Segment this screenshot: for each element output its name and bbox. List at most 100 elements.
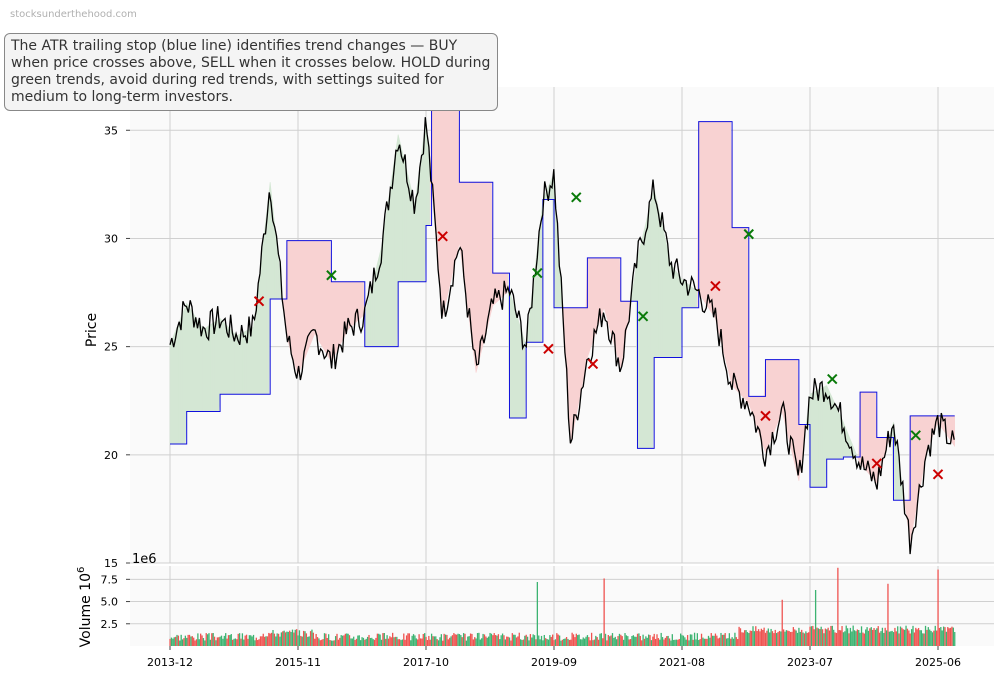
volume-bar xyxy=(835,632,838,646)
volume-bar xyxy=(788,631,790,646)
volume-bar xyxy=(671,634,673,646)
volume-bar xyxy=(250,635,252,646)
volume-bar xyxy=(501,633,504,646)
volume-bar xyxy=(692,639,694,646)
sell-signal-marker-stroke-b xyxy=(932,469,944,480)
volume-bar xyxy=(405,635,408,646)
volume-bar xyxy=(938,627,941,646)
volume-bar xyxy=(417,639,419,646)
volume-bar xyxy=(350,638,352,646)
sell-signal-marker xyxy=(543,343,554,355)
volume-bar xyxy=(604,633,607,646)
volume-bar xyxy=(339,637,341,646)
volume-bar xyxy=(841,626,843,646)
buy-signal-marker xyxy=(532,267,543,279)
volume-bar xyxy=(684,637,686,646)
volume-bar xyxy=(913,632,916,646)
volume-bar xyxy=(229,635,231,646)
volume-bar xyxy=(234,638,237,646)
volume-bar xyxy=(357,635,359,646)
volume-bar xyxy=(614,636,616,646)
volume-bar xyxy=(833,629,835,646)
volume-bar xyxy=(741,632,743,646)
volume-bar xyxy=(557,634,559,646)
volume-bar xyxy=(258,639,260,646)
volume-bar xyxy=(876,628,878,646)
volume-bar xyxy=(942,626,945,646)
volume-bar xyxy=(926,629,928,646)
volume-bar xyxy=(845,625,847,646)
volume-bar xyxy=(799,631,801,646)
volume-bar xyxy=(568,639,571,646)
volume-bar xyxy=(407,633,409,646)
volume-bar xyxy=(771,631,774,646)
sell-signal-marker xyxy=(253,295,265,307)
volume-bar xyxy=(507,636,509,646)
volume-bar xyxy=(315,633,317,646)
volume-bar xyxy=(205,633,207,646)
volume-bar xyxy=(397,639,399,646)
volume-bar xyxy=(588,637,590,646)
volume-bar xyxy=(714,633,717,646)
volume-bar xyxy=(365,638,367,646)
volume-bar xyxy=(607,635,609,646)
volume-bar xyxy=(721,634,724,646)
volume-bar xyxy=(255,637,257,646)
volume-bar xyxy=(525,634,527,646)
volume-bar xyxy=(824,628,827,646)
x-tick-label: 2017-10 xyxy=(403,656,449,669)
volume-bar xyxy=(820,626,822,646)
volume-bar xyxy=(929,629,931,646)
volume-bar xyxy=(571,632,573,646)
sell-signal-marker xyxy=(710,280,721,292)
volume-bar xyxy=(828,630,831,646)
volume-bar xyxy=(717,638,719,646)
volume-bar xyxy=(546,639,548,646)
volume-bar xyxy=(238,633,241,646)
volume-bar xyxy=(415,638,417,646)
volume-bar xyxy=(646,637,648,646)
volume-bar xyxy=(398,639,401,646)
volume-bar xyxy=(328,634,330,646)
volume-bar xyxy=(910,629,913,646)
volume-bar xyxy=(899,626,902,646)
volume-bar xyxy=(693,632,696,646)
volume-bar xyxy=(307,636,309,646)
volume-bar xyxy=(663,639,665,646)
volume-bar xyxy=(716,635,718,646)
volume-bar xyxy=(642,634,644,646)
price-line xyxy=(169,117,955,555)
volume-bar xyxy=(270,632,273,646)
sell-signal-marker xyxy=(587,358,599,370)
volume-bar xyxy=(467,636,469,646)
volume-bar xyxy=(564,638,566,646)
volume-bar xyxy=(764,632,767,646)
volume-bar xyxy=(298,630,301,646)
volume-bar xyxy=(880,631,882,646)
volume-bar xyxy=(520,639,522,646)
volume-bar xyxy=(931,632,934,646)
volume-bar xyxy=(796,632,799,646)
volume-bar xyxy=(396,636,398,646)
volume-bar xyxy=(403,633,405,646)
volume-bar xyxy=(332,640,334,646)
volume-bar xyxy=(311,629,313,646)
volume-bar xyxy=(449,637,451,646)
volume-bar xyxy=(698,640,700,646)
volume-bar xyxy=(453,633,455,646)
volume-bar xyxy=(426,640,429,646)
axes: 15 20 25 30 35 2.5 5.0 7.5 2013-12 2015-11 2017-10… xyxy=(101,124,961,669)
volume-bar xyxy=(380,639,383,646)
volume-bar xyxy=(873,628,875,646)
volume-bar xyxy=(268,632,270,646)
volume-bar xyxy=(700,633,703,646)
volume-bar xyxy=(750,630,753,646)
volume-bar xyxy=(767,628,769,646)
volume-bar xyxy=(667,635,669,646)
volume-bar xyxy=(702,637,704,646)
volume-bar xyxy=(493,633,495,646)
volume-bar xyxy=(301,636,303,646)
volume-bar xyxy=(766,630,768,646)
volume-bar xyxy=(805,631,807,646)
volume-bar xyxy=(490,633,493,646)
